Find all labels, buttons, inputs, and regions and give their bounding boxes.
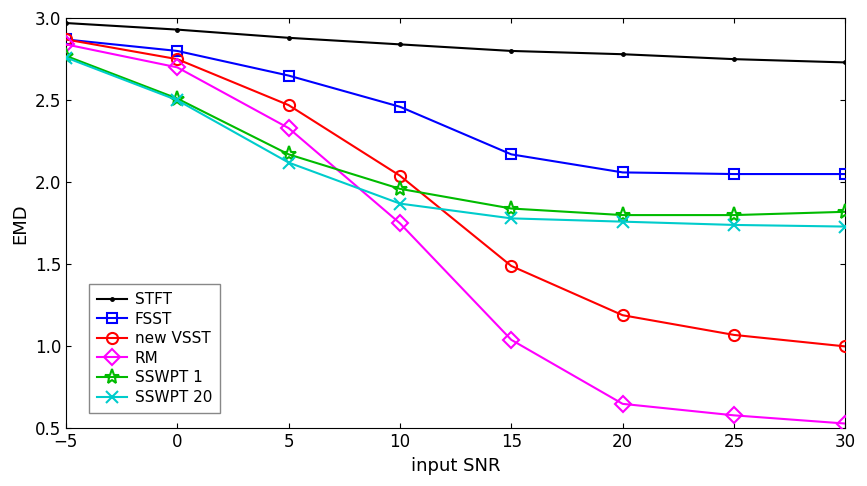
RM	[506, 337, 517, 343]
new VSST	[61, 36, 71, 42]
SSWPT 1	[506, 206, 517, 211]
new VSST	[394, 173, 405, 179]
FSST	[506, 152, 517, 157]
STFT	[729, 56, 740, 62]
new VSST	[506, 263, 517, 269]
SSWPT 1	[394, 186, 405, 192]
Line: RM: RM	[61, 39, 851, 429]
STFT	[506, 48, 517, 54]
STFT	[617, 52, 628, 57]
SSWPT 1	[617, 212, 628, 218]
X-axis label: input SNR: input SNR	[411, 457, 500, 475]
STFT	[840, 59, 851, 65]
SSWPT 20	[61, 54, 71, 60]
STFT	[284, 35, 294, 41]
Line: FSST: FSST	[61, 35, 851, 179]
STFT	[172, 27, 182, 33]
SSWPT 20	[284, 159, 294, 165]
SSWPT 20	[172, 97, 182, 103]
Line: SSWPT 1: SSWPT 1	[58, 48, 853, 223]
FSST	[617, 170, 628, 175]
FSST	[284, 72, 294, 78]
RM	[617, 401, 628, 407]
FSST	[61, 36, 71, 42]
SSWPT 20	[729, 222, 740, 228]
new VSST	[617, 312, 628, 318]
FSST	[729, 171, 740, 177]
SSWPT 1	[284, 152, 294, 157]
RM	[284, 125, 294, 131]
Line: STFT: STFT	[62, 19, 849, 66]
FSST	[394, 104, 405, 110]
RM	[840, 420, 851, 426]
FSST	[840, 171, 851, 177]
RM	[394, 220, 405, 226]
SSWPT 1	[840, 209, 851, 215]
new VSST	[729, 332, 740, 338]
new VSST	[840, 344, 851, 349]
STFT	[394, 41, 405, 47]
Line: new VSST: new VSST	[61, 34, 851, 352]
new VSST	[284, 102, 294, 108]
SSWPT 20	[506, 215, 517, 221]
RM	[61, 41, 71, 47]
SSWPT 1	[61, 53, 71, 59]
RM	[172, 65, 182, 70]
SSWPT 20	[394, 201, 405, 207]
new VSST	[172, 56, 182, 62]
STFT	[61, 20, 71, 26]
SSWPT 20	[840, 224, 851, 229]
SSWPT 1	[172, 96, 182, 102]
Y-axis label: EMD: EMD	[11, 203, 29, 243]
FSST	[172, 48, 182, 54]
RM	[729, 413, 740, 418]
SSWPT 1	[729, 212, 740, 218]
SSWPT 20	[617, 219, 628, 225]
Line: SSWPT 20: SSWPT 20	[60, 51, 851, 233]
Legend: STFT, FSST, new VSST, RM, SSWPT 1, SSWPT 20: STFT, FSST, new VSST, RM, SSWPT 1, SSWPT…	[89, 284, 220, 413]
